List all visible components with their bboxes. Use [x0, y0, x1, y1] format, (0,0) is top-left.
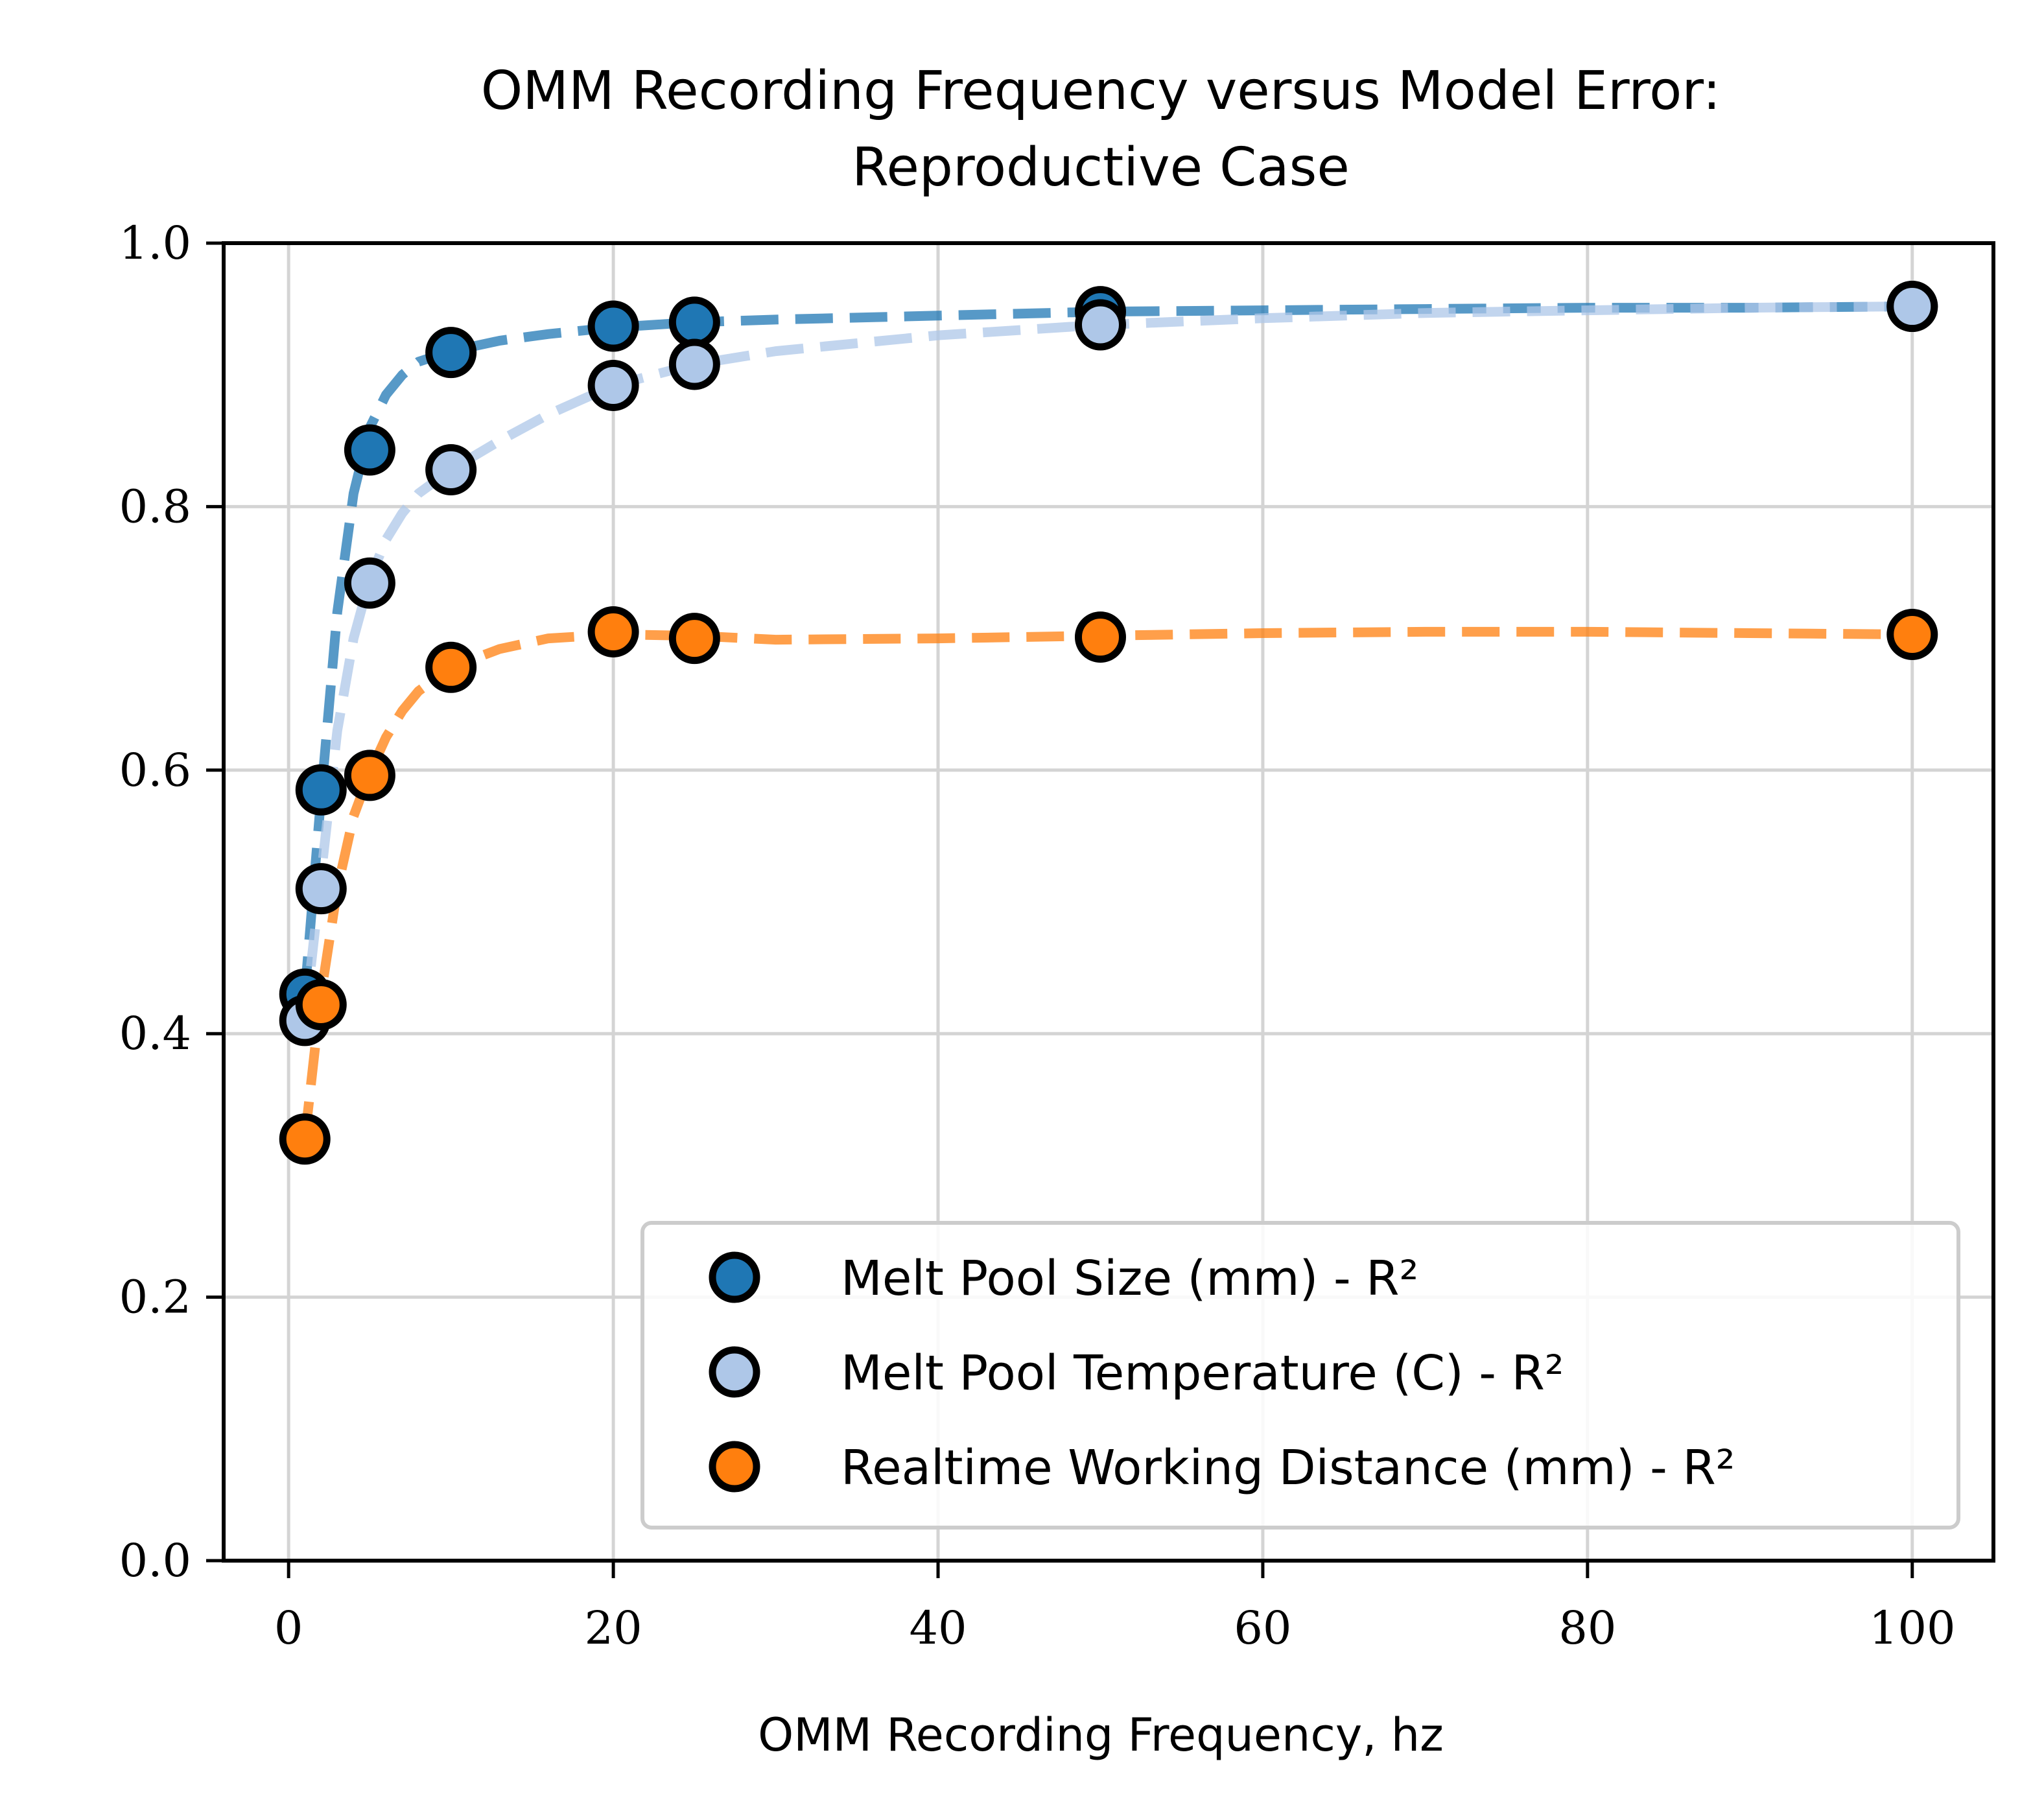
y-tick-label: 0.4: [119, 1007, 191, 1060]
data-point: [668, 613, 720, 665]
data-point: [668, 338, 720, 390]
chart-title-line-1: OMM Recording Frequency versus Model Err…: [481, 60, 1721, 122]
plot-frame: [222, 241, 1995, 1563]
data-point: [425, 444, 477, 496]
data-point: [279, 1113, 331, 1165]
legend-label: Melt Pool Size (mm) - R²: [841, 1251, 1418, 1306]
trend-line: [300, 626, 1912, 1140]
legend-label: Melt Pool Temperature (C) - R²: [841, 1345, 1564, 1401]
y-tick-label: 0.8: [119, 480, 191, 533]
legend-label: Realtime Working Distance (mm) - R²: [841, 1440, 1735, 1496]
data-point: [1074, 299, 1126, 351]
data-point: [668, 296, 720, 348]
x-tick-label: 40: [909, 1601, 967, 1655]
legend-marker: [709, 1346, 760, 1398]
legend: Melt Pool Size (mm) - R² Melt Pool Temper…: [640, 1221, 1960, 1530]
x-tick-label: 100: [1869, 1601, 1956, 1655]
y-tick-label: 1.0: [119, 217, 191, 270]
x-tick-label: 60: [1234, 1601, 1291, 1655]
data-point: [1886, 609, 1938, 661]
data-point: [344, 424, 395, 476]
x-tick-label: 20: [585, 1601, 642, 1655]
data-point: [344, 557, 395, 609]
x-axis-label: OMM Recording Frequency, hz: [758, 1708, 1444, 1762]
data-point: [587, 300, 639, 352]
data-point: [1074, 611, 1126, 663]
data-point: [344, 750, 395, 801]
data-point: [295, 764, 347, 816]
legend-box: [640, 1221, 1960, 1530]
data-points: [279, 281, 1938, 1165]
y-tick-label: 0.0: [119, 1534, 191, 1587]
data-point: [425, 641, 477, 693]
x-tick-label: 0: [274, 1601, 303, 1655]
grid-lines: [224, 243, 1993, 1561]
data-point: [1886, 281, 1938, 333]
trend-line: [300, 301, 1912, 1021]
data-point: [295, 863, 347, 915]
data-point: [587, 359, 639, 411]
data-point: [587, 606, 639, 657]
x-tick-label: 80: [1558, 1601, 1616, 1655]
y-tick-label: 0.2: [119, 1271, 191, 1324]
chart-title-line-2: Reproductive Case: [852, 137, 1350, 198]
axes: 0 20 40 60 80 100 0.0 0.2 0.4 0.6 0.8 1.0: [119, 217, 1995, 1655]
legend-marker: [709, 1251, 760, 1303]
data-point: [295, 978, 347, 1030]
y-tick-label: 0.6: [119, 744, 191, 797]
data-point: [425, 327, 477, 379]
legend-marker: [709, 1441, 760, 1493]
